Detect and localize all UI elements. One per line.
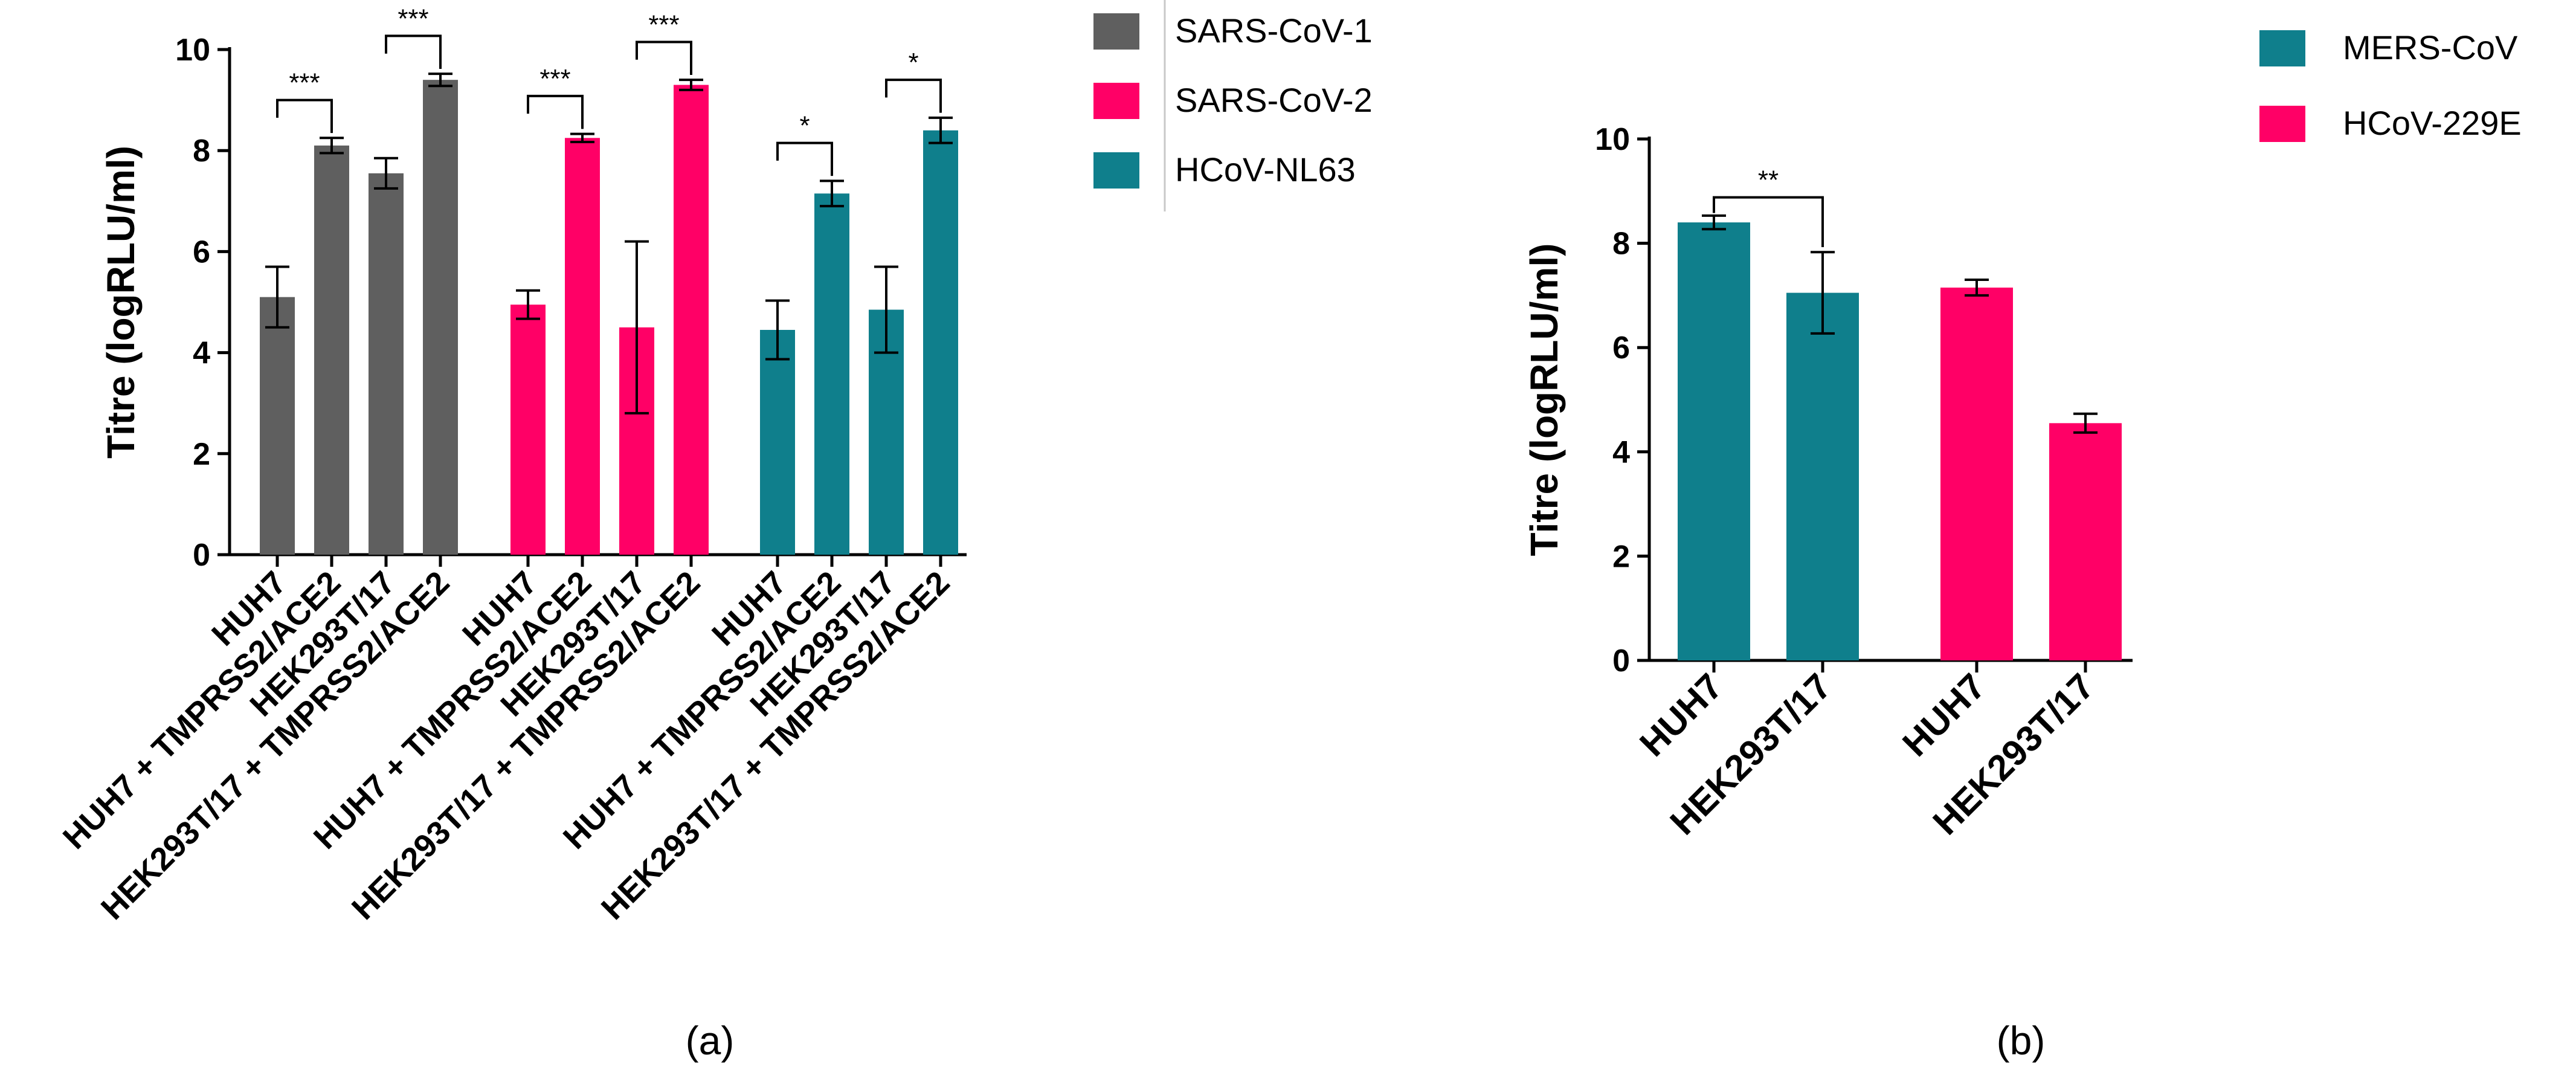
bar-sars-cov-1 [314, 145, 349, 555]
y-tick-label: 4 [1612, 435, 1630, 470]
significance-label: *** [289, 68, 320, 98]
bar-hcov-229e [2049, 423, 2122, 660]
legend-swatch [2259, 106, 2305, 142]
bar-mers-cov [1786, 292, 1859, 661]
y-tick-label: 0 [193, 538, 210, 573]
y-tick-label: 8 [1612, 227, 1630, 262]
significance-label: * [799, 111, 810, 141]
legend-label: HCoV-229E [2343, 104, 2522, 142]
y-tick-label: 6 [1612, 331, 1630, 366]
bar-hcov-nl63 [814, 193, 849, 555]
legend-label: HCoV-NL63 [1175, 150, 1356, 189]
bar-sars-cov-1 [423, 80, 458, 555]
significance-label: * [908, 48, 918, 77]
legend-swatch [1093, 13, 1139, 50]
bar-hcov-nl63 [923, 130, 958, 555]
y-tick-label: 0 [1612, 643, 1630, 679]
y-axis-title: Titre (logRLU/ml) [1522, 244, 1566, 556]
bar-sars-cov-1 [369, 173, 404, 555]
legend-swatch [1093, 152, 1139, 189]
bar-sars-cov-2 [565, 138, 600, 555]
significance-bracket [885, 79, 942, 113]
legend-label: SARS-CoV-2 [1175, 81, 1373, 119]
panel-caption: (b) [1997, 1018, 2046, 1063]
significance-label: *** [648, 10, 679, 39]
significance-label: ** [1758, 166, 1779, 195]
y-tick-label: 2 [193, 437, 210, 472]
significance-bracket [276, 98, 333, 134]
y-tick-label: 8 [193, 134, 210, 169]
legend-swatch [1093, 83, 1139, 119]
y-tick-label: 4 [193, 336, 210, 371]
legend: SARS-CoV-1 SARS-CoV-2 HCoV-NL63 [1093, 0, 1373, 211]
y-tick-label: 10 [1595, 122, 1630, 157]
legend-swatch [2259, 30, 2305, 66]
legend-label: SARS-CoV-1 [1175, 11, 1373, 50]
y-tick-label: 2 [1612, 539, 1630, 574]
bar-mers-cov [1678, 222, 1750, 661]
panel-caption: (a) [686, 1018, 735, 1063]
bar-sars-cov-2 [510, 305, 546, 555]
y-tick-label: 6 [193, 234, 210, 269]
y-axis-title: Titre (logRLU/ml) [99, 146, 143, 459]
significance-label: *** [398, 4, 428, 33]
legend: MERS-CoV HCoV-229E [2259, 28, 2522, 142]
bar-hcov-nl63 [760, 329, 795, 555]
bar-hcov-229e [1940, 287, 2013, 661]
x-category-label: HUH7 [1895, 666, 1993, 764]
significance-bracket [527, 94, 584, 129]
significance-bracket [1713, 196, 1824, 247]
bar-sars-cov-2 [674, 85, 709, 555]
significance-label: *** [539, 64, 570, 94]
y-tick-label: 10 [175, 33, 210, 68]
significance-bracket [385, 34, 442, 69]
legend-label: MERS-CoV [2343, 28, 2518, 66]
significance-bracket [776, 141, 833, 176]
significance-bracket [636, 40, 692, 75]
bar-sars-cov-1 [260, 297, 295, 555]
x-category-label: HUH7 [1632, 666, 1730, 764]
